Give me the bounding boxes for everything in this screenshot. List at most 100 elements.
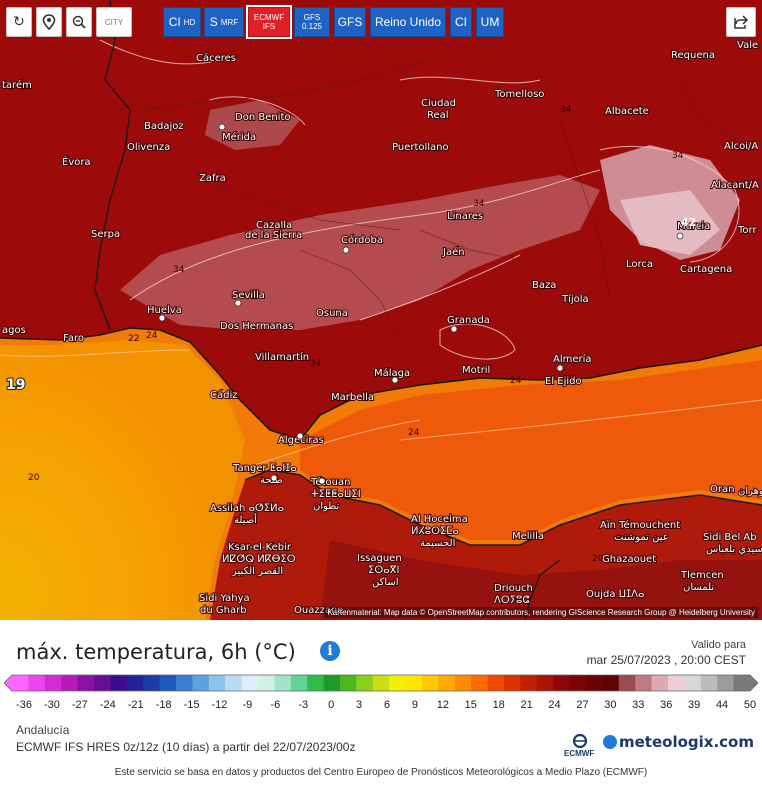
- model-button-label: CI: [455, 15, 467, 29]
- city-label: Tlemcen: [680, 570, 724, 581]
- scale-tick-label: 6: [383, 699, 391, 711]
- city-label: de la Sierra: [245, 230, 302, 241]
- location-button[interactable]: [36, 7, 62, 37]
- scale-outline: [4, 674, 758, 692]
- value-label: 20: [28, 473, 40, 483]
- refresh-button[interactable]: ↻: [6, 7, 32, 37]
- value-label: 24: [510, 376, 522, 386]
- meteologix-logo-text: meteologix.com: [619, 733, 754, 751]
- color-swatch: [372, 675, 390, 691]
- model-button-gfs-0125[interactable]: GFS 0.125: [294, 7, 330, 37]
- value-label: 34: [672, 151, 684, 161]
- value-label: 42: [681, 216, 696, 229]
- model-button-s-mrf[interactable]: S MRF: [204, 7, 244, 37]
- north-africa-interior: [320, 540, 762, 620]
- ecmwf-disclaimer: Este servicio se basa en datos y product…: [114, 767, 648, 778]
- scale-tick-label: 0: [328, 699, 335, 711]
- model-button-label: GFS: [337, 15, 363, 29]
- scale-arrow-left: [4, 675, 12, 691]
- city-label: Ghazaouet: [602, 554, 656, 565]
- ecmwf-logo-text: ECMWF: [564, 749, 595, 758]
- model-button-sublabel: MRF: [220, 17, 239, 27]
- color-swatch: [12, 675, 29, 691]
- scale-arrow-right: [750, 675, 758, 691]
- color-swatch: [176, 675, 193, 691]
- scale-tick-label: 33: [632, 699, 645, 711]
- scale-tick-label: 27: [576, 699, 589, 711]
- city-label: Évora: [62, 155, 91, 168]
- color-swatch: [635, 675, 653, 691]
- scale-tick-label: -12: [211, 699, 228, 711]
- share-icon: [734, 15, 749, 29]
- color-swatch: [438, 675, 456, 691]
- scale-tick-label: 9: [411, 699, 418, 711]
- city-label: Oran: [710, 484, 734, 495]
- city-label: Aïn Témouchent: [600, 519, 680, 531]
- color-swatch: [553, 675, 571, 691]
- city-label: Don Benito: [235, 112, 291, 123]
- city-label: Cazalla: [256, 220, 292, 231]
- model-button-gfs[interactable]: GFS: [334, 7, 366, 37]
- valid-for-label: Valido para: [691, 639, 746, 651]
- city-toggle-button[interactable]: CITY: [96, 7, 132, 37]
- scale-tick-label: 44: [715, 699, 729, 711]
- city-label: Zafra: [199, 173, 226, 184]
- color-swatch: [717, 675, 735, 691]
- city-label: Osuna: [316, 308, 348, 319]
- city-label: Córdoba: [341, 234, 383, 246]
- color-scale-ticks: -36 -30 -27 -24 -21 -18 -15 -12 -9 -6 -3 0 3 6 9 12 15 18…: [0, 699, 762, 713]
- color-swatch: [422, 675, 439, 691]
- city-label: ⵉⵙⴰⴳⵏ: [368, 565, 399, 576]
- city-label: Almería: [553, 353, 592, 365]
- map-attribution: Kartenmaterial: Map data © OpenStreetMap…: [324, 607, 758, 618]
- legend-unit: (°C): [254, 640, 296, 664]
- city-label: Alcoi/A: [724, 141, 758, 152]
- province-borders: [139, 59, 741, 341]
- city-label: طنجة: [260, 475, 283, 486]
- model-button-sublabel: 0.125: [301, 22, 323, 31]
- color-swatch: [569, 675, 587, 691]
- color-swatch: [110, 675, 128, 691]
- model-button-reino-unido[interactable]: Reino Unido: [370, 7, 446, 37]
- city-label: Jaén: [442, 246, 465, 258]
- color-swatch: [487, 675, 505, 691]
- city-label: Albacete: [605, 106, 649, 117]
- city-label: Driouch: [494, 583, 533, 594]
- model-button-ci-hd[interactable]: CI HD: [163, 7, 201, 37]
- city-label: اساكن: [372, 577, 399, 588]
- model-button-label: CI: [168, 15, 181, 29]
- info-icon[interactable]: i: [320, 641, 340, 661]
- legend-title: máx. temperatura, 6h (°C): [16, 640, 296, 664]
- scale-tick-label: -27: [71, 699, 88, 711]
- share-button[interactable]: [726, 7, 756, 37]
- zoom-out-button[interactable]: [66, 7, 92, 37]
- map-canvas: Cáceres Requena Vale tarém Tomelloso Ciu…: [0, 0, 762, 620]
- model-button-label: S: [209, 15, 218, 29]
- temperature-map[interactable]: Cáceres Requena Vale tarém Tomelloso Ciu…: [0, 0, 762, 620]
- city-label: Tanger ⵟⴰⵏⵊⴰ: [232, 463, 297, 474]
- scale-tick-label: 21: [520, 699, 533, 711]
- meteologix-logo[interactable]: meteologix.com: [603, 733, 754, 751]
- city-label: tarém: [2, 79, 32, 91]
- city-label: ⵍⵇⵚⵕ ⵍⴽⴱⵉⵔ: [222, 554, 296, 565]
- city-label: El Ejido: [545, 376, 582, 387]
- value-label: 22: [128, 334, 139, 344]
- city-label: Melilla: [512, 531, 544, 542]
- model-button-ecmwf-ifs[interactable]: ECMWF IFS: [246, 5, 292, 39]
- model-button-ci[interactable]: CI: [450, 7, 472, 37]
- color-swatch: [126, 675, 144, 691]
- city-label: Ouazzane: [294, 605, 343, 616]
- city-label: تلمسان: [683, 582, 714, 593]
- city-label: Requena: [671, 50, 715, 61]
- mediterranean-area: [300, 360, 762, 540]
- color-swatch: [307, 675, 325, 691]
- color-swatch: [602, 675, 620, 691]
- city-label: Villamartín: [255, 351, 309, 363]
- city-label: Lorca: [626, 259, 653, 270]
- model-button-um[interactable]: UM: [476, 7, 504, 37]
- color-swatch: [405, 675, 423, 691]
- color-swatch: [504, 675, 521, 691]
- scale-tick-label: 30: [604, 699, 617, 711]
- color-swatch: [159, 675, 177, 691]
- city-label: Badajoz: [144, 121, 184, 132]
